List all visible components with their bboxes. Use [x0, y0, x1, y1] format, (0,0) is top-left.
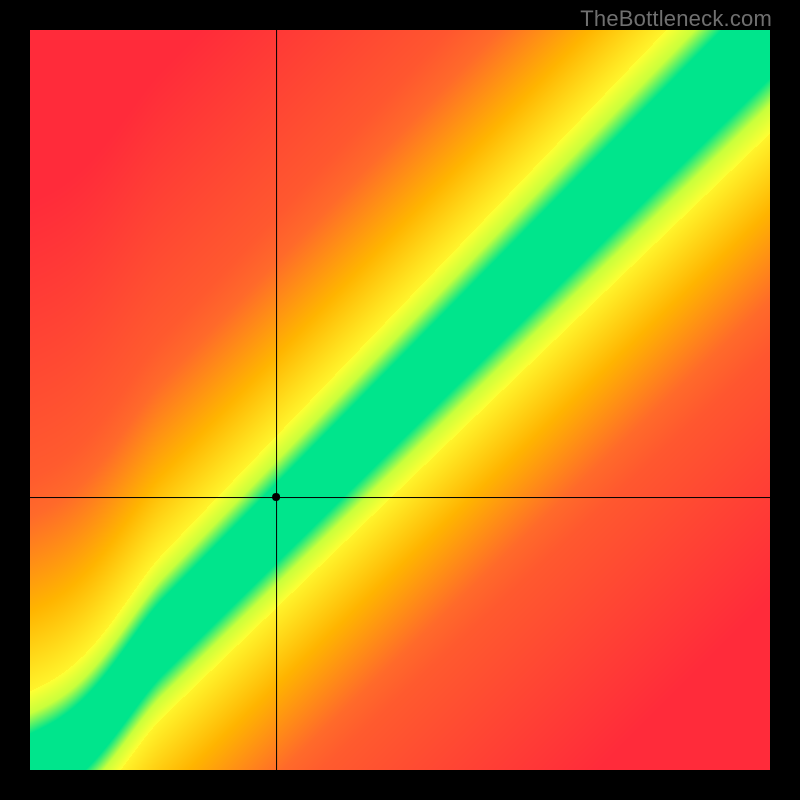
- bottleneck-heatmap: [30, 30, 770, 770]
- watermark-text: TheBottleneck.com: [580, 6, 772, 32]
